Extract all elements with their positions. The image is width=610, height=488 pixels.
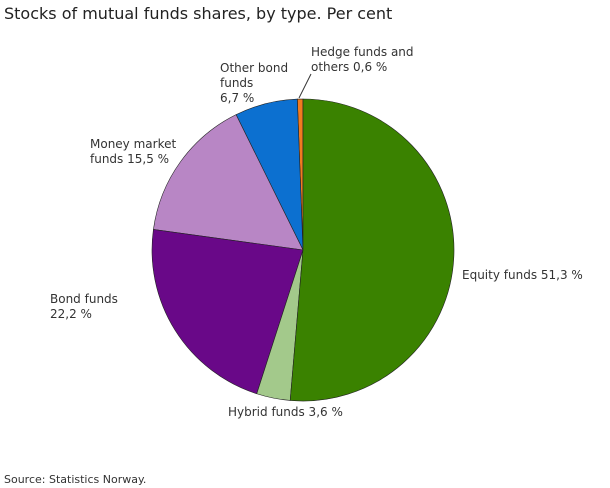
pie-slice-bond-funds [151,229,304,395]
label-hedge: Hedge funds and others 0,6 % [311,45,414,74]
pie-slice-money-market-funds [153,114,304,251]
label-money-market: Money market funds 15,5 % [90,137,177,166]
label-other-bond: Other bond funds 6,7 % [220,61,289,105]
label-hybrid: Hybrid funds 3,6 % [228,405,343,419]
label-equity: Equity funds 51,3 % [462,268,583,282]
chart-title: Stocks of mutual funds shares, by type. … [4,4,393,23]
source-note: Source: Statistics Norway. [4,473,147,486]
pie-slice-equity-funds [289,98,455,402]
label-bond: Bond funds 22,2 % [50,292,118,321]
hedge-leader-line [298,73,312,99]
